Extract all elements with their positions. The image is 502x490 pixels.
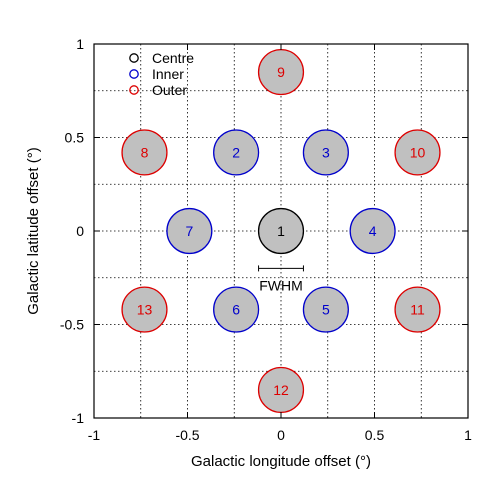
beam-8 [121, 129, 168, 176]
beam-label-11: 11 [410, 302, 425, 318]
beam-label-12: 12 [273, 382, 289, 398]
legend-label-inner: Inner [152, 66, 184, 82]
beam-3 [302, 129, 349, 176]
fwhm-annotation: FWHM [258, 265, 304, 293]
beam-label-4: 4 [369, 223, 377, 239]
beam-label-5: 5 [322, 302, 330, 318]
x-tick-label: 0 [277, 427, 285, 443]
beam-6 [213, 286, 260, 333]
axis-ticks: -1 -0.5 0 0.5 1 -1 -0.5 0 0.5 1 [60, 36, 472, 443]
beam-4 [349, 207, 396, 255]
x-tick-label: -0.5 [175, 427, 199, 443]
x-axis-label: Galactic longitude offset (°) [191, 453, 371, 470]
legend-label-outer: Outer [152, 82, 187, 98]
beam-5 [302, 286, 349, 333]
beam-label-9: 9 [277, 64, 285, 80]
fwhm-label: FWHM [259, 277, 303, 293]
x-tick-label: 0.5 [365, 427, 385, 443]
x-tick-label: 1 [464, 427, 472, 443]
y-tick-label: 0 [76, 223, 84, 239]
y-tick-label: 1 [76, 36, 84, 52]
x-tick-label: -1 [88, 427, 101, 443]
beam-1 [257, 207, 305, 255]
beam-11 [394, 286, 441, 333]
y-tick-label: -1 [72, 410, 85, 426]
y-tick-label: -0.5 [60, 317, 84, 333]
y-axis-label: Galactic latitude offset (°) [25, 147, 42, 314]
beam-label-7: 7 [185, 223, 193, 239]
beam-13 [121, 286, 168, 333]
beam-label-13: 13 [137, 302, 153, 318]
legend-marker-centre [129, 53, 139, 63]
beam-label-10: 10 [410, 144, 426, 160]
beam-label-6: 6 [232, 302, 240, 318]
legend-marker-inner [129, 69, 139, 79]
legend-marker-outer [129, 85, 139, 95]
beam-10 [394, 129, 441, 176]
beam-label-3: 3 [322, 144, 330, 160]
beam-label-1: 1 [277, 223, 285, 239]
y-tick-label: 0.5 [65, 130, 85, 146]
legend-label-centre: Centre [152, 50, 194, 66]
beam-label-2: 2 [232, 144, 240, 160]
beam-2 [213, 129, 260, 176]
beam-label-8: 8 [141, 144, 149, 160]
beam-7 [166, 207, 213, 255]
